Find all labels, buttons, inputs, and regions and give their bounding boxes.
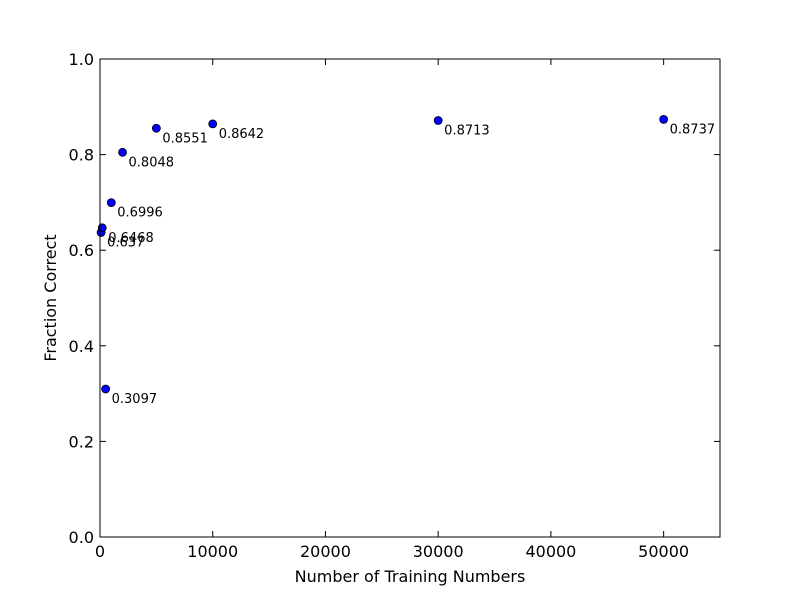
data-point (151, 123, 161, 133)
data-label: 0.8713 (444, 124, 490, 139)
y-axis-title: Fraction Correct (41, 234, 60, 361)
x-tick-label: 10000 (187, 542, 238, 561)
data-point (208, 119, 218, 129)
data-point (659, 114, 669, 124)
y-tick-label: 1.0 (69, 50, 94, 69)
x-axis-title: Number of Training Numbers (295, 567, 526, 586)
data-label: 0.8642 (219, 127, 265, 142)
y-tick-label: 0.8 (69, 146, 94, 165)
y-tick-label: 0.4 (69, 337, 94, 356)
data-point (106, 198, 116, 207)
x-tick-label: 30000 (413, 542, 464, 561)
ticks-layer: 0 10000 20000 30000 40000 50000 0.0 0.2 0.4 0.6 0.… (69, 50, 720, 561)
y-tick-label: 0.6 (69, 241, 94, 260)
x-tick-label: 50000 (638, 542, 689, 561)
points-layer (96, 114, 669, 394)
y-tick-label: 0.2 (69, 432, 94, 451)
x-tick-label: 20000 (300, 542, 351, 561)
data-point (101, 384, 111, 394)
data-label: 0.6996 (117, 206, 163, 221)
data-point (97, 223, 107, 233)
data-label: 0.8551 (162, 131, 208, 146)
data-label: 0.637 (107, 236, 144, 251)
x-tick-label: 40000 (525, 542, 576, 561)
data-label: 0.8048 (129, 155, 175, 170)
x-tick-label: 0 (95, 542, 105, 561)
data-point (433, 116, 443, 125)
data-label: 0.3097 (112, 392, 157, 407)
data-label: 0.8737 (670, 122, 716, 137)
y-tick-label: 0.0 (69, 528, 94, 547)
plot-area-frame (99, 58, 721, 538)
data-point (118, 147, 127, 157)
data-label: 0.6468 (108, 231, 154, 246)
